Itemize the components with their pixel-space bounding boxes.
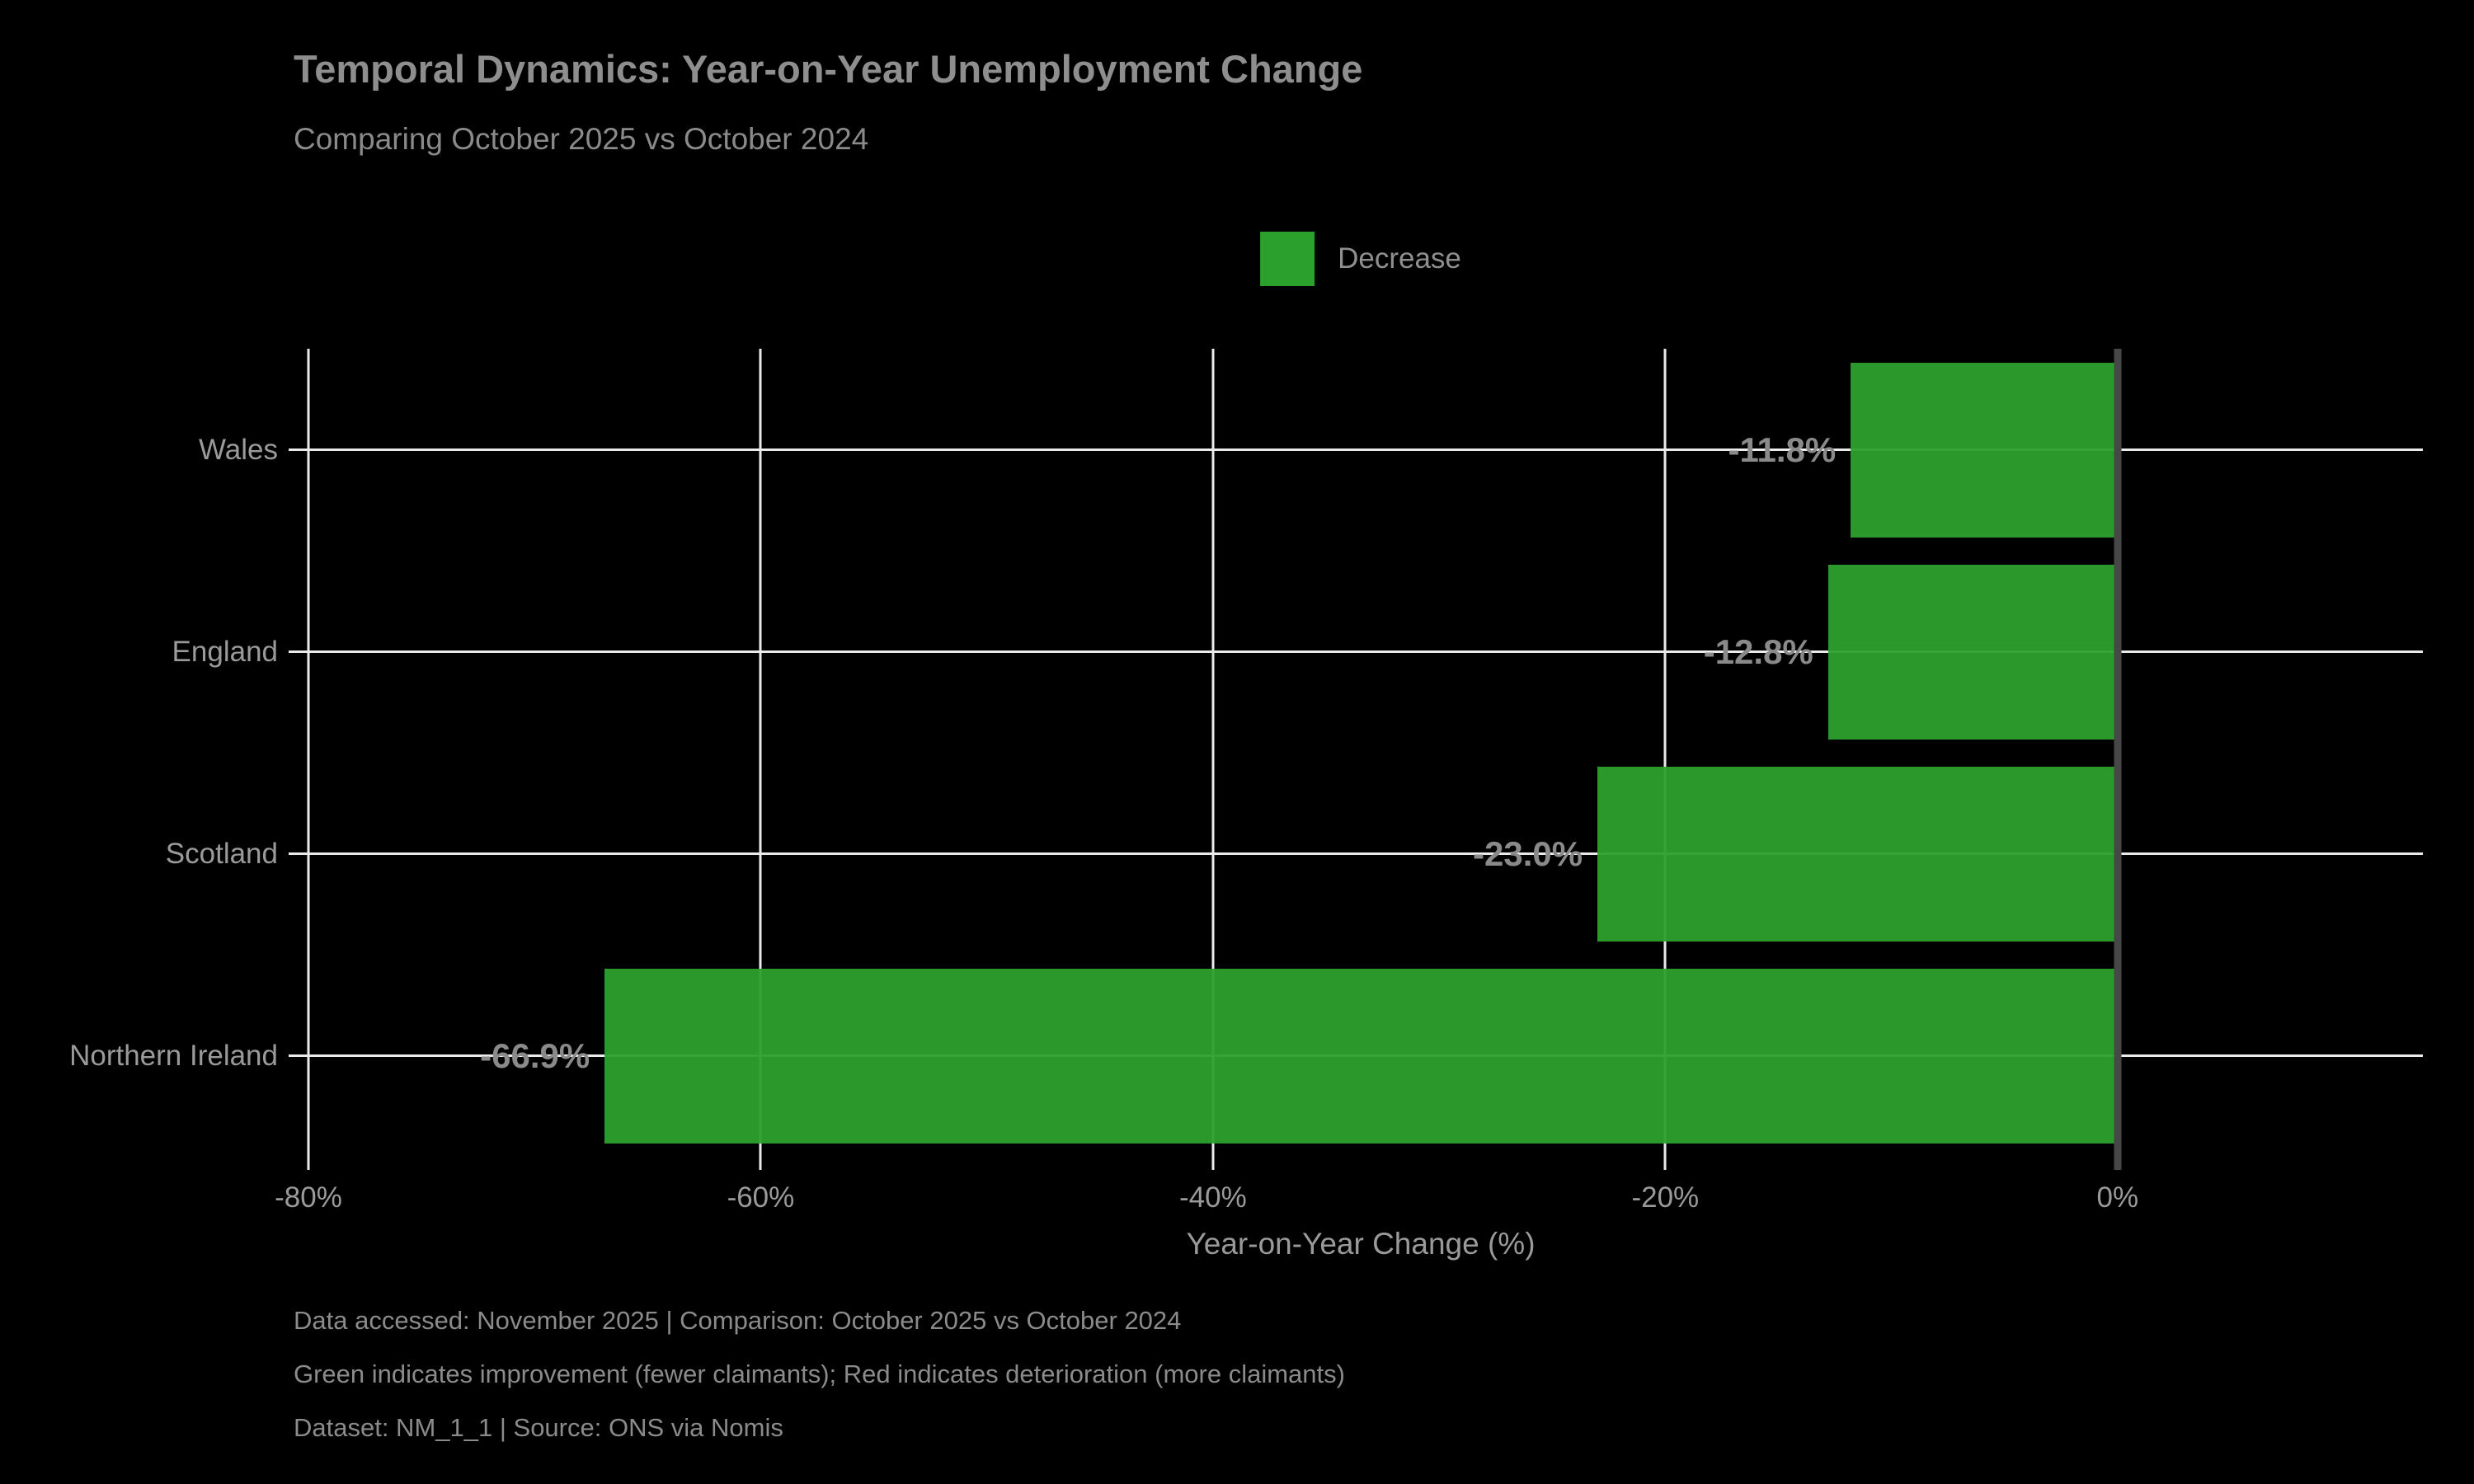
- ytick-label-scotland: Scotland: [165, 837, 278, 870]
- xtick-label-0%: 0%: [2096, 1181, 2139, 1214]
- ytick-label-wales: Wales: [199, 433, 278, 466]
- value-label-northern-ireland: -66.9%: [480, 1036, 590, 1075]
- gridline-x--40%: [1211, 349, 1215, 1157]
- xtick-label--20%: -20%: [1631, 1181, 1700, 1214]
- bar-scotland: [1597, 766, 2118, 942]
- chart-subtitle: Comparing October 2025 vs October 2024: [294, 122, 869, 156]
- value-label-wales: -11.8%: [1728, 430, 1837, 469]
- xtick-mark--80%: [307, 1157, 310, 1170]
- bar-england: [1827, 564, 2118, 740]
- xtick-mark--60%: [759, 1157, 762, 1170]
- plot-area: Wales England Scotland Northern Ireland -80%…: [69, 349, 2423, 1214]
- xtick-label--80%: -80%: [275, 1181, 342, 1214]
- legend-label-decrease: Decrease: [1338, 242, 1461, 275]
- value-label-england: -12.8%: [1703, 632, 1813, 671]
- footer-line-color-key: Green indicates improvement (fewer claim…: [294, 1360, 1345, 1388]
- ytick-label-england: England: [172, 635, 278, 668]
- chart-title: Temporal Dynamics: Year-on-Year Unemploy…: [294, 47, 1363, 91]
- xtick-label--40%: -40%: [1179, 1181, 1247, 1214]
- gridline-x--20%: [1663, 349, 1667, 1157]
- xtick-mark--20%: [1663, 1157, 1667, 1170]
- bar-northern-ireland: [604, 968, 2118, 1144]
- bar-wales: [1851, 362, 2118, 538]
- legend: Decrease: [1260, 232, 1461, 286]
- ytick-label-northern-ireland: Northern Ireland: [69, 1039, 278, 1072]
- footer-line-data-accessed: Data accessed: November 2025 | Compariso…: [294, 1306, 1182, 1335]
- xtick-label--60%: -60%: [727, 1181, 795, 1214]
- gridline-x--60%: [759, 349, 762, 1157]
- legend-swatch-decrease: [1260, 232, 1315, 286]
- xtick-mark--40%: [1211, 1157, 1215, 1170]
- zero-axis-line: [2114, 349, 2122, 1170]
- gridline-y-england: [289, 650, 2423, 653]
- gridline-x--80%: [307, 349, 310, 1157]
- gridline-y-scotland: [289, 852, 2423, 855]
- gridline-y-wales: [289, 448, 2423, 451]
- footer: Data accessed: November 2025 | Compariso…: [294, 1306, 1345, 1467]
- value-label-scotland: -23.0%: [1473, 834, 1583, 873]
- footer-line-source: Dataset: NM_1_1 | Source: ONS via Nomis: [294, 1413, 783, 1442]
- x-axis-label: Year-on-Year Change (%): [1186, 1227, 1536, 1261]
